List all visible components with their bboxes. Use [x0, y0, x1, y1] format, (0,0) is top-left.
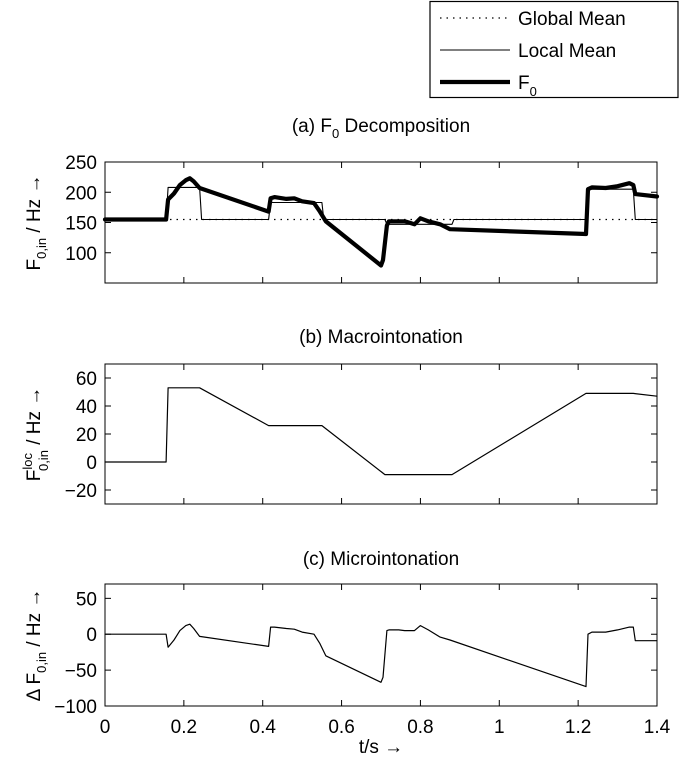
x-tick-label: 1.4 [644, 717, 671, 738]
legend-label: Global Mean [518, 9, 626, 30]
y-axis-label: Δ F0,in / Hz → [24, 589, 49, 702]
y-tick-label: 250 [65, 153, 97, 174]
x-tick-label: 1 [494, 717, 505, 738]
y-tick-label: 150 [65, 214, 97, 235]
panel-title: (b) Macrointonation [299, 327, 463, 348]
y-tick-label: −50 [65, 661, 97, 682]
y-tick-label: 0 [86, 625, 97, 646]
y-tick-label: 40 [76, 397, 97, 418]
series-line-f0 [102, 176, 660, 268]
y-tick-label: 100 [65, 244, 97, 265]
y-axis-label: Floc0,in / Hz → [20, 387, 51, 482]
series-line-delta-f0 [104, 623, 658, 688]
legend-label: Local Mean [518, 41, 616, 62]
y-tick-label: −100 [54, 697, 97, 718]
y-tick-label: 60 [76, 369, 97, 390]
series-line-local-mean [104, 186, 658, 225]
panel-title: (c) Microintonation [303, 549, 459, 570]
x-tick-label: 1.2 [565, 717, 591, 738]
x-tick-label: 0.4 [250, 717, 277, 738]
y-axis-label: F0,in / Hz → [24, 175, 49, 271]
y-tick-label: 200 [65, 183, 97, 204]
y-tick-label: 0 [86, 453, 97, 474]
panel-2: (b) Macrointonation 60 40 20 0 −20 Floc0,in / … [20, 327, 658, 505]
legend: Global Mean Local Mean F0 [429, 0, 679, 99]
x-tick-label: 0 [100, 717, 111, 738]
x-axis-label: t/s → [359, 737, 403, 758]
panel-1: (a) F0 Decomposition 250 200 150 100 F0,in / … [24, 116, 660, 284]
series-line-f0-loc [104, 387, 658, 476]
y-tick-label: 50 [76, 589, 97, 610]
plot-frame [104, 363, 658, 505]
legend-label: F0 [518, 73, 537, 99]
x-tick-label: 0.8 [407, 717, 433, 738]
panel-title: (a) F0 Decomposition [292, 116, 470, 141]
y-tick-label: 20 [76, 425, 97, 446]
x-axis: 0 0.2 0.4 0.6 0.8 1 1.2 1.4 t/s → [100, 717, 671, 758]
x-tick-label: 0.6 [328, 717, 354, 738]
y-tick-label: −20 [65, 481, 97, 502]
x-tick-label: 0.2 [171, 717, 197, 738]
plot-frame [104, 583, 658, 707]
